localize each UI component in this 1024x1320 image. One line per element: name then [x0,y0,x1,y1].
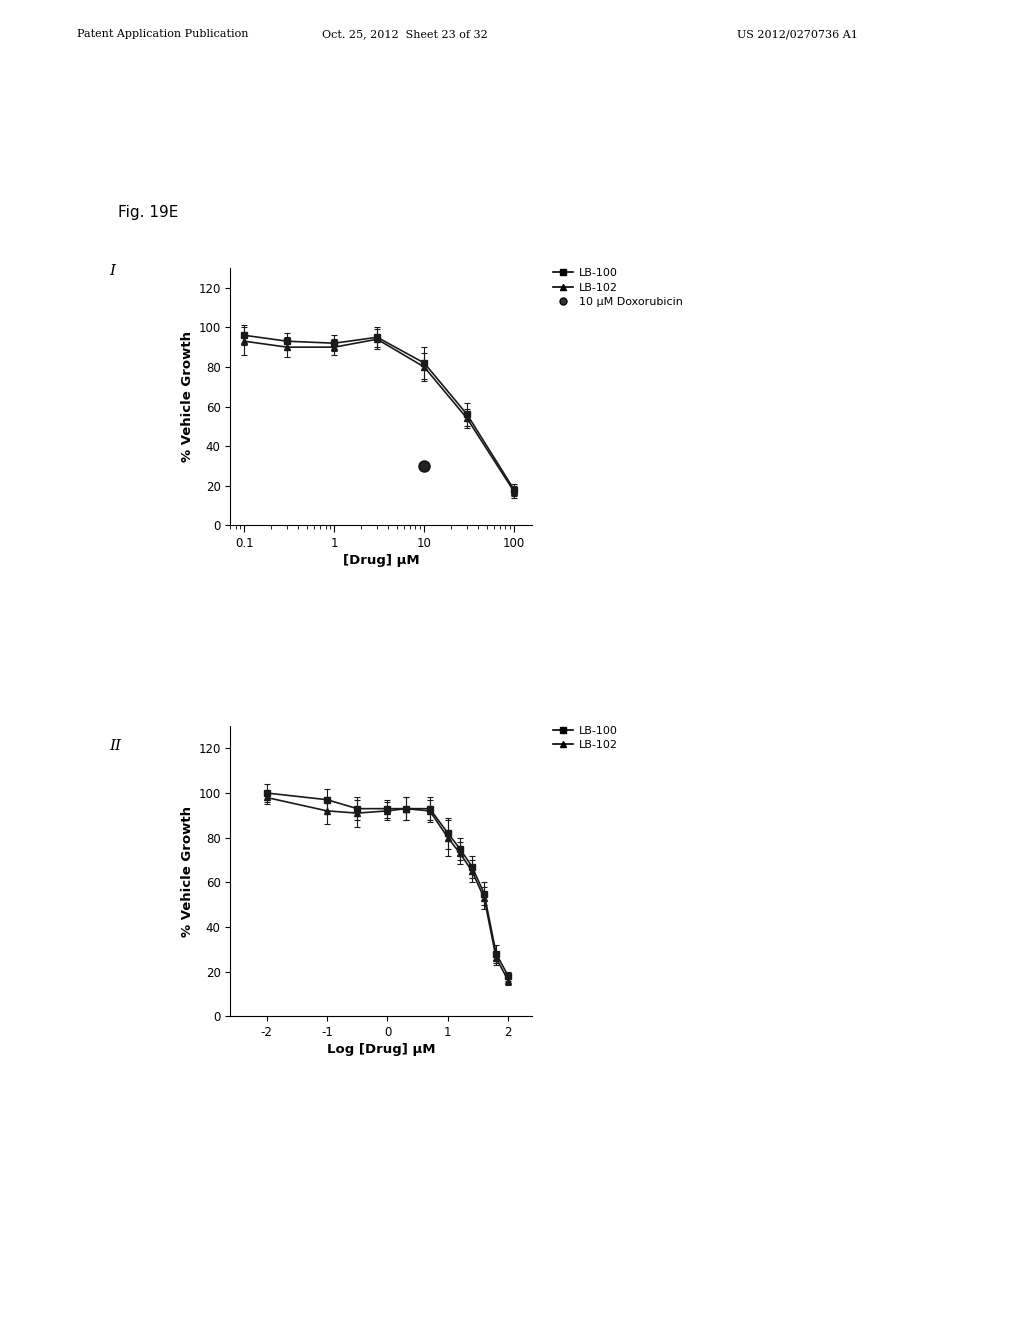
Legend: LB-100, LB-102, 10 μM Doxorubicin: LB-100, LB-102, 10 μM Doxorubicin [553,268,683,308]
Text: US 2012/0270736 A1: US 2012/0270736 A1 [737,29,858,40]
Y-axis label: % Vehicle Growth: % Vehicle Growth [181,331,195,462]
Text: II: II [110,739,122,754]
Legend: LB-100, LB-102: LB-100, LB-102 [553,726,617,750]
Text: Fig. 19E: Fig. 19E [118,205,178,219]
Y-axis label: % Vehicle Growth: % Vehicle Growth [181,805,195,937]
X-axis label: Log [Drug] μM: Log [Drug] μM [328,1043,435,1056]
X-axis label: [Drug] μM: [Drug] μM [343,554,420,568]
Text: Oct. 25, 2012  Sheet 23 of 32: Oct. 25, 2012 Sheet 23 of 32 [322,29,487,40]
Text: Patent Application Publication: Patent Application Publication [77,29,248,40]
Text: I: I [110,264,116,279]
